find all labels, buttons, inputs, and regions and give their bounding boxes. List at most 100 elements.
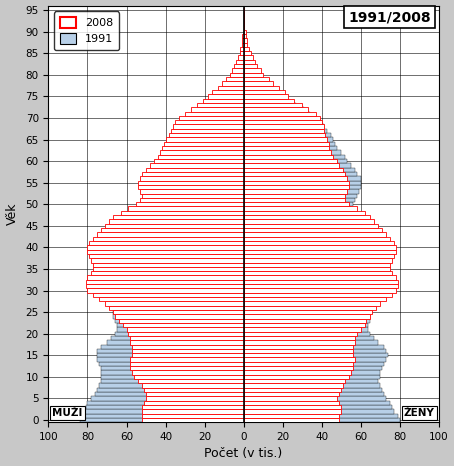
Bar	[160, 151, 243, 155]
Bar	[243, 384, 380, 388]
Bar	[243, 172, 357, 176]
Bar	[133, 349, 243, 353]
Bar	[136, 202, 243, 206]
Bar	[101, 370, 243, 375]
Bar	[243, 327, 368, 332]
Bar	[243, 357, 355, 362]
Bar	[243, 250, 396, 254]
Bar	[127, 327, 243, 332]
Bar	[142, 409, 243, 413]
Bar	[243, 146, 337, 151]
Bar	[243, 392, 384, 396]
Bar	[185, 129, 243, 133]
Bar	[242, 51, 243, 55]
Bar	[152, 176, 243, 180]
Bar	[243, 69, 261, 73]
Bar	[243, 224, 337, 228]
Bar	[138, 180, 243, 185]
Bar	[243, 314, 370, 319]
Bar	[243, 418, 400, 422]
Bar	[115, 332, 243, 336]
Bar	[232, 69, 243, 73]
Bar	[166, 155, 243, 159]
Bar	[243, 142, 330, 146]
Bar	[175, 120, 243, 124]
Bar	[243, 413, 398, 418]
Bar	[226, 77, 243, 82]
Bar	[243, 47, 249, 51]
Bar	[130, 357, 243, 362]
Bar	[123, 323, 243, 327]
Bar	[243, 336, 374, 340]
Bar	[243, 396, 386, 401]
Text: 1991/2008: 1991/2008	[348, 10, 431, 24]
Bar	[243, 124, 324, 129]
Bar	[97, 353, 243, 357]
Bar	[91, 258, 243, 262]
Bar	[99, 362, 243, 366]
Bar	[243, 340, 378, 344]
Bar	[243, 336, 355, 340]
Bar	[243, 271, 392, 275]
Bar	[243, 69, 255, 73]
Bar	[243, 202, 353, 206]
Bar	[243, 302, 380, 306]
Bar	[121, 219, 243, 224]
Bar	[243, 77, 263, 82]
Bar	[99, 297, 243, 302]
Bar	[243, 297, 326, 302]
Bar	[243, 357, 386, 362]
Bar	[243, 146, 330, 151]
Bar	[243, 280, 398, 284]
Bar	[243, 293, 392, 297]
Bar	[84, 409, 243, 413]
Bar	[156, 233, 243, 237]
Bar	[166, 137, 243, 142]
Bar	[146, 396, 243, 401]
Bar	[113, 314, 243, 319]
Bar	[243, 168, 355, 172]
Bar	[133, 370, 243, 375]
Bar	[243, 103, 302, 107]
Bar	[243, 137, 333, 142]
Bar	[243, 60, 252, 64]
Bar	[240, 64, 243, 69]
Bar	[243, 193, 357, 198]
Bar	[243, 245, 339, 250]
Bar	[243, 198, 355, 202]
Bar	[142, 275, 243, 280]
Bar	[243, 254, 347, 258]
Bar	[226, 90, 243, 94]
Bar	[234, 64, 243, 69]
Bar	[243, 362, 384, 366]
Bar	[105, 302, 243, 306]
Bar	[243, 379, 345, 384]
Bar	[146, 168, 243, 172]
Bar	[243, 180, 349, 185]
Bar	[243, 29, 246, 34]
Bar	[85, 405, 243, 409]
Bar	[134, 267, 243, 271]
Bar	[243, 241, 394, 245]
Bar	[101, 375, 243, 379]
Bar	[243, 349, 386, 353]
Bar	[105, 224, 243, 228]
Bar	[243, 349, 353, 353]
Bar	[142, 193, 243, 198]
Bar	[243, 392, 339, 396]
Bar	[218, 86, 243, 90]
Bar	[156, 288, 243, 293]
Bar	[243, 284, 398, 288]
Bar	[163, 159, 243, 163]
Bar	[243, 189, 347, 193]
Bar	[242, 55, 243, 60]
Bar	[158, 228, 243, 233]
Bar	[243, 267, 351, 271]
Bar	[243, 362, 353, 366]
Bar	[152, 202, 243, 206]
Bar	[243, 275, 396, 280]
Bar	[243, 310, 372, 314]
Bar	[177, 142, 243, 146]
Bar	[130, 366, 243, 370]
Bar	[88, 401, 243, 405]
